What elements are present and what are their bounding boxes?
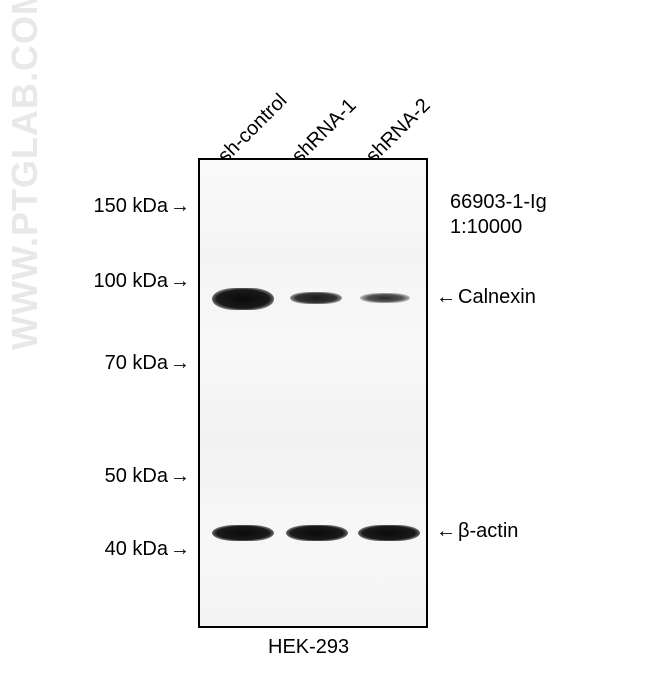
band-actin-lane1 — [212, 525, 274, 541]
arrow-right-icon: → — [170, 195, 190, 218]
ladder-70: 70 kDa→ — [90, 352, 190, 375]
ladder-70-text: 70 kDa — [105, 352, 168, 374]
ladder-100: 100 kDa→ — [90, 270, 190, 293]
lane-label-1: shRNA-1 — [288, 94, 362, 168]
band-actin-lane2 — [286, 525, 348, 541]
band-calnexin-lane2 — [290, 292, 342, 304]
figure-container: WWW.PTGLAB.COM sh-control shRNA-1 shRNA-… — [0, 0, 650, 700]
band-calnexin-lane3 — [360, 293, 410, 303]
blot-background — [200, 160, 426, 626]
arrow-right-icon: → — [170, 270, 190, 293]
band-actin-lane3 — [358, 525, 420, 541]
antibody-dilution: 1:10000 — [450, 215, 547, 240]
ladder-150-text: 150 kDa — [94, 195, 169, 217]
watermark-text: WWW.PTGLAB.COM — [4, 0, 46, 350]
ladder-150: 150 kDa→ — [90, 195, 190, 218]
arrow-right-icon: → — [170, 352, 190, 375]
arrow-right-icon: → — [170, 465, 190, 488]
ladder-50-text: 50 kDa — [105, 465, 168, 487]
ladder-40: 40 kDa→ — [90, 538, 190, 561]
lane-label-2: shRNA-2 — [362, 94, 436, 168]
actin-text: β-actin — [458, 520, 518, 542]
arrow-right-icon: → — [170, 538, 190, 561]
band-calnexin-lane1 — [212, 288, 274, 310]
antibody-info: 66903-1-Ig 1:10000 — [450, 190, 547, 240]
band-label-actin: ←β-actin — [436, 520, 518, 543]
ladder-40-text: 40 kDa — [105, 538, 168, 560]
blot-frame — [198, 158, 428, 628]
antibody-catalog: 66903-1-Ig — [450, 190, 547, 215]
ladder-50: 50 kDa→ — [90, 465, 190, 488]
lane-label-0: sh-control — [214, 90, 292, 168]
arrow-left-icon: ← — [436, 286, 456, 309]
band-label-calnexin: ←Calnexin — [436, 286, 536, 309]
ladder-100-text: 100 kDa — [94, 270, 169, 292]
calnexin-text: Calnexin — [458, 286, 536, 308]
cell-line-label: HEK-293 — [268, 636, 349, 659]
arrow-left-icon: ← — [436, 520, 456, 543]
